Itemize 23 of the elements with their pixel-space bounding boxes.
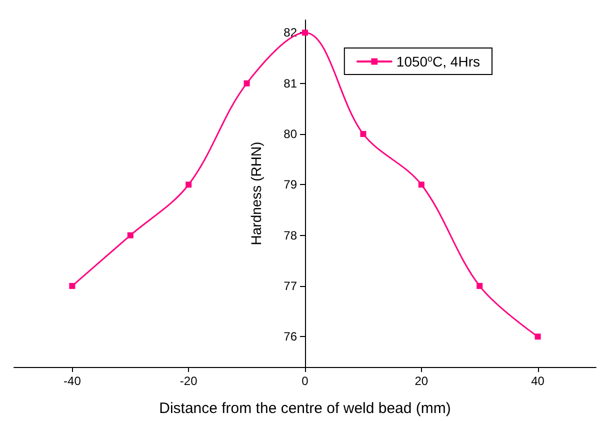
y-tick-label: 77	[284, 278, 298, 293]
y-tick-label: 79	[284, 178, 298, 192]
y-axis-title: Hardness (RHN)	[248, 142, 264, 246]
point	[476, 282, 483, 289]
y-tick-label: 80	[284, 126, 298, 141]
point	[127, 232, 134, 238]
point	[360, 130, 366, 137]
point	[244, 80, 250, 86]
point	[418, 182, 424, 188]
y-tick-label: 82	[284, 26, 298, 40]
x-axis-title: Distance from the centre of weld bead (mm)	[159, 400, 451, 417]
point	[302, 30, 308, 36]
x-tick-label: 20	[414, 374, 428, 388]
y-tick-label: 78	[284, 228, 298, 242]
x-tick-label: -40	[64, 374, 82, 388]
y-tick-label: 76	[284, 330, 298, 344]
point	[534, 334, 541, 340]
point	[69, 282, 76, 289]
y-tick-label: 81	[284, 76, 298, 90]
x-tick-label: -20	[180, 374, 198, 388]
point	[186, 182, 192, 188]
x-tick-label: 0	[302, 374, 309, 388]
x-tick-label: 40	[531, 374, 545, 388]
